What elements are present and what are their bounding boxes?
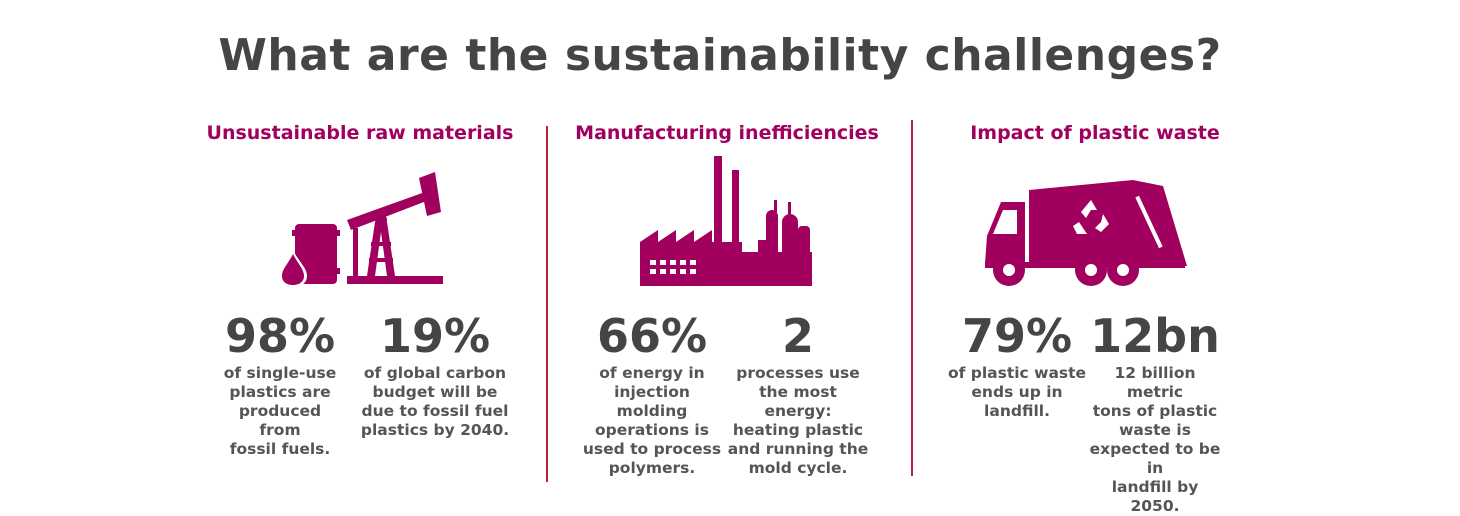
stat-value: 79% [961,309,1073,363]
desc-line: landfill. [984,402,1050,420]
desc-line: plastics by 2040. [360,421,510,439]
desc-line: fossil fuels. [229,440,331,458]
desc-line: mold cycle. [748,459,848,477]
stat-description: of global carbon budget will be due to f… [360,364,510,440]
desc-line: produced from [238,402,322,439]
column-manufacturing: Manufacturing inefficiencies [572,110,882,490]
desc-line: budget will be [372,383,498,401]
page-title: What are the sustainability challenges? [218,30,1222,81]
desc-line: landfill by 2050. [1111,478,1199,515]
stat-98: 98% of single-use plastics are produced … [220,310,340,459]
column-raw-materials: Unsustainable raw materials [205,110,515,490]
column-plastic-waste: Impact of plastic waste [935,110,1255,515]
column-divider [546,126,548,482]
stat-79: 79% of plastic waste ends up in landfill… [943,310,1091,421]
column-heading: Unsustainable raw materials [206,122,514,144]
stat-description: processes use the most energy: heating p… [727,364,869,478]
desc-line: of plastic waste [947,364,1087,382]
stat-value: 2 [781,309,814,363]
desc-line: of energy in [599,364,705,382]
desc-line: of single-use [223,364,337,382]
stat-2: 2 processes use the most energy: heating… [727,310,869,478]
desc-line: processes use [736,364,860,382]
desc-line: plastics are [229,383,331,401]
desc-line: operations is [595,421,709,439]
oil-pump-icon [275,172,445,291]
desc-line: of global carbon [363,364,507,382]
column-heading: Manufacturing inefficiencies [575,122,879,144]
stat-value: 19% [379,309,491,363]
desc-line: ends up in [971,383,1063,401]
stat-value: 66% [596,309,708,363]
desc-line: the most energy: [759,383,837,420]
desc-line: tons of plastic [1092,402,1218,420]
stat-12bn: 12bn 12 billion metric tons of plastic w… [1085,310,1225,516]
desc-line: waste is [1119,421,1191,439]
stat-19: 19% of global carbon budget will be due … [360,310,510,440]
stat-value: 12bn [1090,309,1220,363]
factory-icon [638,156,812,290]
stat-description: of single-use plastics are produced from… [220,364,340,459]
stat-description: of energy in injection molding operation… [582,364,722,478]
garbage-truck-icon [983,176,1193,292]
desc-line: used to process [582,440,722,458]
desc-line: and running the [727,440,869,458]
stat-66: 66% of energy in injection molding opera… [582,310,722,478]
stat-description: 12 billion metric tons of plastic waste … [1085,364,1225,516]
desc-line: 12 billion metric [1114,364,1196,401]
column-heading: Impact of plastic waste [970,122,1220,144]
stat-value: 98% [224,309,336,363]
desc-line: polymers. [608,459,696,477]
stat-description: of plastic waste ends up in landfill. [943,364,1091,421]
desc-line: due to fossil fuel [361,402,509,420]
desc-line: expected to be in [1089,440,1221,477]
desc-line: heating plastic [732,421,864,439]
desc-line: molding [616,402,688,420]
column-divider [911,120,913,476]
desc-line: injection [614,383,690,401]
